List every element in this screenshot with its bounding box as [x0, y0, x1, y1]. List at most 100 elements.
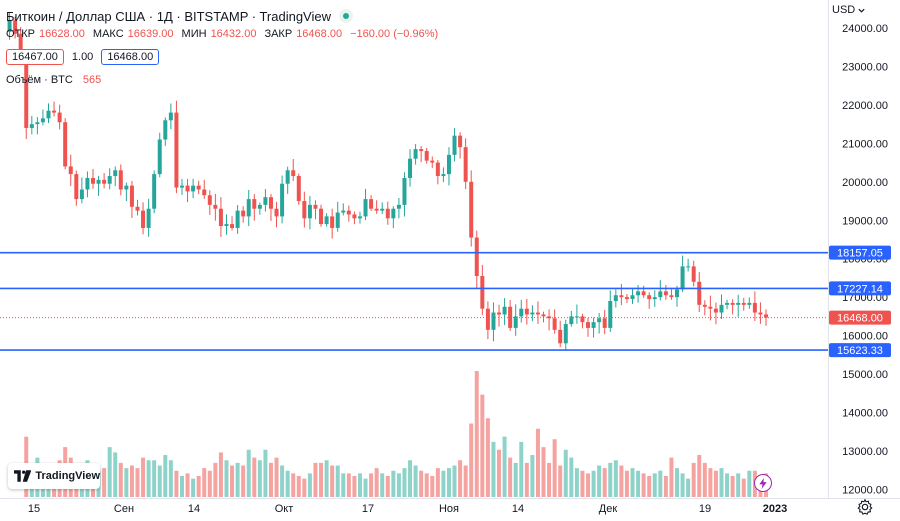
volume-bar: [652, 473, 657, 497]
volume-bar: [497, 449, 502, 497]
currency-label: USD: [832, 4, 856, 16]
flash-icon: [759, 477, 767, 489]
flash-button[interactable]: [754, 474, 772, 492]
candle-body: [513, 316, 518, 328]
candle-body: [224, 224, 229, 227]
low-value: 16432.00: [210, 28, 257, 40]
price-tick-label: 23000.00: [842, 61, 888, 73]
candle-body: [491, 312, 496, 330]
volume-bar: [669, 457, 674, 497]
volume-bar: [574, 468, 579, 497]
candle-body: [152, 174, 157, 209]
candle-body: [586, 322, 591, 328]
volume-bar: [619, 465, 624, 497]
sell-price-button[interactable]: 16467.00: [6, 49, 64, 65]
volume-bar: [608, 462, 613, 497]
volume-bar: [558, 465, 563, 497]
candle-body: [35, 122, 40, 125]
candle-body: [118, 170, 123, 190]
volume-bar: [730, 476, 735, 497]
high-value: 16639.00: [127, 28, 174, 40]
currency-selector[interactable]: USD: [832, 4, 866, 16]
tradingview-logo[interactable]: TradingView: [8, 463, 100, 489]
volume-bar: [569, 457, 574, 497]
level-price-label: 18157.05: [837, 248, 883, 260]
candle-body: [497, 312, 502, 315]
volume-bar: [319, 462, 324, 497]
volume-bar: [719, 468, 724, 497]
volume-bar: [680, 473, 685, 497]
volume-bar: [636, 470, 641, 497]
price-tick-label: 22000.00: [842, 100, 888, 112]
volume-bar: [307, 473, 312, 497]
candle-body: [686, 266, 691, 268]
candle-body: [18, 33, 23, 55]
candle-body: [341, 210, 346, 213]
candle-body: [241, 210, 246, 217]
candle-body: [252, 199, 257, 209]
candle-body: [29, 124, 34, 128]
candle-body: [591, 322, 596, 328]
candle-body: [102, 179, 107, 184]
candle-body: [107, 176, 112, 184]
volume-bar: [725, 473, 730, 497]
candle-body: [96, 179, 101, 184]
candle-body: [85, 177, 90, 190]
volume-bar: [424, 473, 429, 497]
volume-bar: [602, 468, 607, 497]
candle-body: [52, 110, 57, 113]
volume-bar: [452, 465, 457, 497]
volume-bar: [647, 476, 652, 497]
volume-bar: [502, 436, 507, 497]
settings-gear-icon[interactable]: [856, 498, 874, 516]
level-price-label: 15623.33: [837, 345, 883, 357]
candle-body: [530, 312, 535, 315]
tradingview-logo-icon: [14, 470, 32, 482]
candle-body: [319, 208, 324, 225]
volume-bar: [324, 460, 329, 497]
candle-body: [469, 181, 474, 238]
time-tick-label: 19: [699, 503, 711, 515]
candle-body: [619, 295, 624, 298]
candle-body: [146, 208, 151, 228]
candle-body: [13, 20, 18, 34]
volume-bar: [152, 460, 157, 497]
candle-body: [185, 185, 190, 192]
volume-bar: [302, 478, 307, 497]
close-label: ЗАКР: [264, 28, 293, 40]
volume-bar: [675, 468, 680, 497]
price-tick-label: 16000.00: [842, 331, 888, 343]
low-label: МИН: [181, 28, 207, 40]
candle-body: [408, 158, 413, 178]
candle-body: [202, 189, 207, 196]
candle-body: [291, 170, 296, 177]
candle-body: [113, 170, 118, 177]
open-value: 16628.00: [39, 28, 85, 40]
symbol-title[interactable]: Биткоин / Доллар США · 1Д · BITSTAMP · T…: [6, 8, 331, 24]
last-price-label: 16468.00: [837, 313, 883, 325]
volume-bar: [747, 470, 752, 497]
candle-body: [335, 212, 340, 228]
high-label: МАКС: [92, 28, 124, 40]
candle-body: [535, 312, 540, 315]
buy-price-button[interactable]: 16468.00: [101, 49, 160, 65]
volume-bar: [485, 418, 490, 497]
price-tick-label: 20000.00: [842, 177, 888, 189]
time-tick-label: 14: [188, 503, 200, 515]
candle-body: [452, 135, 457, 155]
candle-body: [636, 291, 641, 296]
time-tick-label: 14: [512, 503, 524, 515]
candle-body: [519, 308, 524, 317]
candle-body: [741, 302, 746, 305]
candle-body: [90, 177, 95, 184]
volume-bar: [185, 473, 190, 497]
candle-body: [719, 304, 724, 313]
volume-bar: [741, 478, 746, 497]
volume-bar: [591, 470, 596, 497]
last-price-tag: [829, 310, 891, 325]
volume-bar: [535, 428, 540, 497]
volume-bar: [213, 462, 218, 497]
candle-body: [597, 318, 602, 323]
candle-body: [402, 177, 407, 205]
